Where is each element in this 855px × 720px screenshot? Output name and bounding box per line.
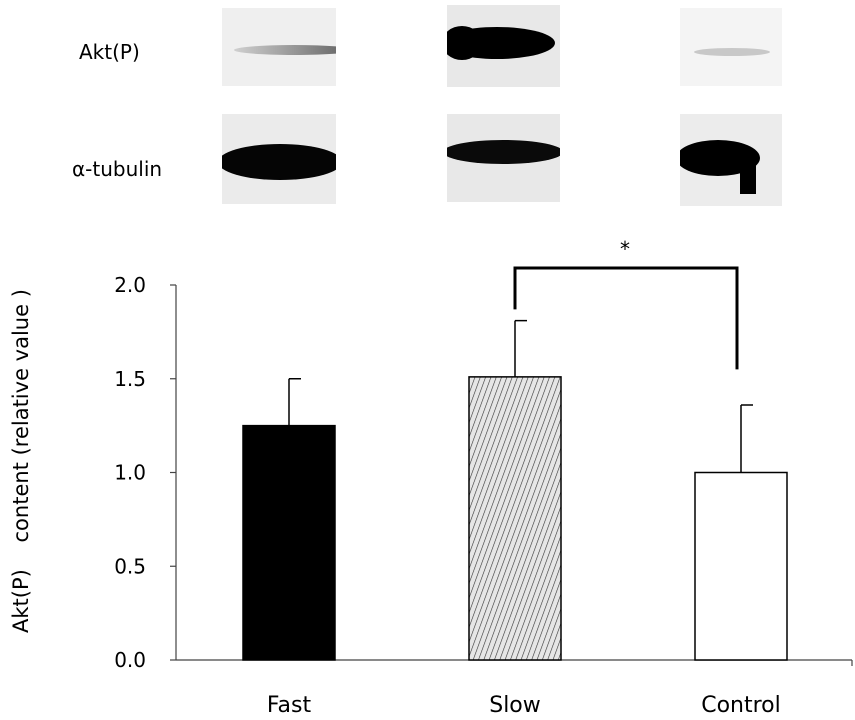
bar-slow [468, 376, 562, 661]
y-tick-label: 1.5 [114, 367, 146, 391]
blot-tubulin-fast [222, 114, 336, 204]
y-axis-label: Akt(P) content (relative value ) [9, 289, 33, 633]
significance-marker: * [620, 237, 630, 261]
blot-tubulin-slow [447, 114, 560, 202]
category-label-fast: Fast [267, 693, 312, 718]
category-label-slow: Slow [489, 693, 541, 718]
y-tick-label: 1.0 [114, 461, 146, 485]
bar-control [694, 471, 788, 661]
category-label-control: Control [701, 693, 781, 718]
y-tick-label: 2.0 [114, 273, 146, 297]
blot-label-akt: Akt(P) [79, 40, 140, 64]
significance-bracket [513, 266, 739, 370]
blot-tubulin-control [680, 114, 782, 206]
blot-akt-fast [222, 8, 336, 86]
blot-akt-control [680, 8, 782, 86]
blot-label-tubulin: α-tubulin [72, 157, 163, 181]
y-tick-label: 0.0 [114, 648, 146, 672]
y-tick-label: 0.5 [114, 554, 146, 578]
blot-akt-slow [447, 5, 560, 87]
bar-fast [242, 424, 336, 661]
